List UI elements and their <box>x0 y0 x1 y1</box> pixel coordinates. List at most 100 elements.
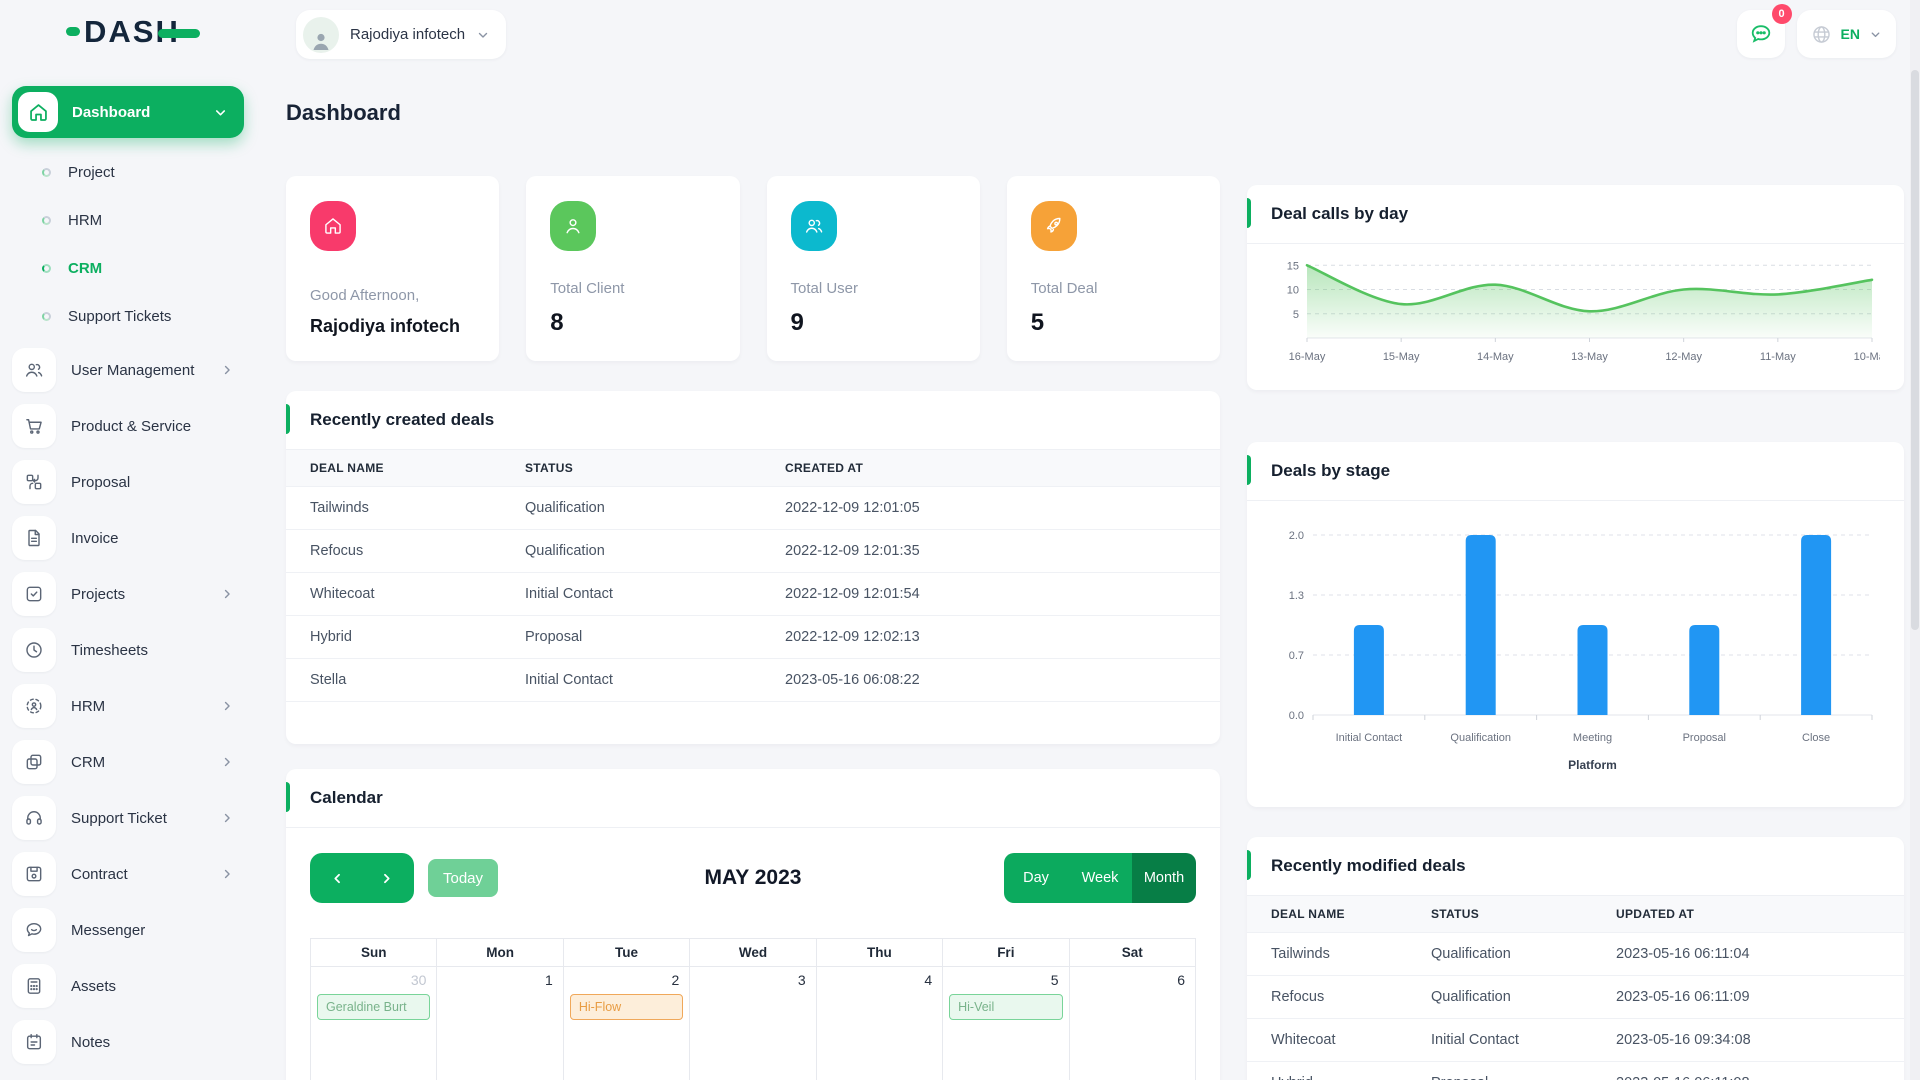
chevron-down-icon <box>1869 28 1882 41</box>
table-row: Whitecoat Initial Contact 2022-12-09 12:01… <box>286 572 1220 616</box>
sidebar-item-notes[interactable]: Notes <box>12 1014 244 1070</box>
svg-text:12-May: 12-May <box>1665 351 1702 363</box>
overlap-squares-icon <box>12 740 56 784</box>
company-selector[interactable]: Rajodiya infotech <box>296 10 507 59</box>
weekday-header: Sat <box>1068 938 1197 967</box>
date-number: 5 <box>1050 972 1059 988</box>
calendar-day-cell[interactable]: 5 Hi-Veil <box>942 966 1070 1080</box>
calendar-day-cell[interactable]: 2 Hi-Flow <box>562 966 691 1080</box>
sidebar-subitem-crm[interactable]: CRM <box>12 244 244 292</box>
calendar-day-cell[interactable]: 4 <box>815 966 944 1080</box>
sidebar-item-hrm[interactable]: HRM <box>12 678 244 734</box>
calendar-event[interactable]: Hi-Veil <box>949 994 1063 1020</box>
sidebar-item-label: Projects <box>71 585 126 603</box>
sidebar-item-dashboard[interactable]: Dashboard <box>12 86 244 138</box>
svg-text:10-May: 10-May <box>1854 351 1880 363</box>
calendar-today-button[interactable]: Today <box>428 859 499 897</box>
calendar-day-cell[interactable]: 6 <box>1068 966 1197 1080</box>
sidebar-subitem-label: CRM <box>68 259 103 277</box>
calendar-next-button[interactable] <box>365 853 409 903</box>
column-header: STATUS <box>501 450 761 487</box>
users-icon <box>790 201 837 251</box>
weekday-header: Mon <box>436 938 564 967</box>
stat-card: Total Client 8 <box>526 176 740 361</box>
sidebar-subitem-project[interactable]: Project <box>12 148 244 196</box>
bullet-icon <box>42 263 51 273</box>
panel-title: Deal calls by day <box>1271 204 1409 223</box>
sidebar-item-contract[interactable]: Contract <box>12 846 244 902</box>
table-cell: Qualification <box>501 486 761 530</box>
svg-text:16-May: 16-May <box>1289 351 1326 363</box>
svg-text:Platform: Platform <box>1568 758 1617 772</box>
scrollbar-thumb[interactable] <box>1911 70 1919 630</box>
calendar-view-week[interactable]: Week <box>1068 853 1132 903</box>
clock-icon <box>12 628 56 672</box>
sidebar-item-user-management[interactable]: User Management <box>12 342 244 398</box>
sidebar-item-projects[interactable]: Projects <box>12 566 244 622</box>
sidebar-subitem-label: HRM <box>68 211 103 229</box>
stat-card-label: Good Afternoon, <box>310 287 420 304</box>
date-number: 30 <box>410 972 427 988</box>
sidebar-item-support-ticket[interactable]: Support Ticket <box>12 790 244 846</box>
recently-created-table: DEAL NAME STATUS CREATED AT Tailwinds Qualif… <box>286 450 1220 702</box>
sidebar-item-crm[interactable]: CRM <box>12 734 244 790</box>
stat-card-label: Total User <box>790 280 859 297</box>
calendar-event[interactable]: Hi-Flow <box>569 994 684 1020</box>
sidebar: Dashboard Project HRM CRM Support Tickets U… <box>12 86 244 1080</box>
chevron-right-icon <box>220 587 234 601</box>
table-row: Stella Initial Contact 2023-05-16 06:08:22 <box>286 658 1220 702</box>
date-number: 1 <box>545 972 553 988</box>
language-selector[interactable]: EN <box>1796 10 1896 58</box>
page-title: Dashboard <box>286 100 401 125</box>
svg-text:Qualification: Qualification <box>1450 732 1511 744</box>
messages-button[interactable]: 0 <box>1736 4 1792 58</box>
svg-text:11-May: 11-May <box>1760 351 1796 363</box>
sidebar-subitem-support-tickets[interactable]: Support Tickets <box>12 292 244 340</box>
svg-text:Close: Close <box>1802 732 1830 744</box>
stat-card: Total Deal 5 <box>1006 176 1220 361</box>
calendar-day-cell[interactable]: 3 <box>689 966 817 1080</box>
calendar-prev-button[interactable] <box>315 853 359 903</box>
svg-text:5: 5 <box>1293 309 1299 321</box>
messages-badge: 0 <box>1771 4 1792 24</box>
globe-icon <box>1812 25 1830 43</box>
bullet-icon <box>42 215 51 225</box>
table-cell: Hybrid <box>1247 1061 1407 1080</box>
calendar-day-cell[interactable]: 30 Geraldine Burt <box>309 966 438 1080</box>
sidebar-subitem-hrm[interactable]: HRM <box>12 196 244 244</box>
chevron-down-icon <box>213 105 228 120</box>
table-cell: 2023-05-16 06:08:22 <box>761 658 1220 702</box>
company-name: Rajodiya infotech <box>350 26 466 43</box>
table-cell: Initial Contact <box>1407 1018 1592 1062</box>
data-table: DEAL NAME STATUS UPDATED AT Tailwinds Qualif… <box>1247 896 1904 1080</box>
calendar-event[interactable]: Geraldine Burt <box>317 994 431 1020</box>
app-logo[interactable]: DASH <box>66 16 200 47</box>
logo-accent-dash <box>66 27 80 36</box>
sidebar-item-messenger[interactable]: Messenger <box>12 902 244 958</box>
chevron-right-icon <box>220 699 234 713</box>
sidebar-item-label: Messenger <box>71 921 146 939</box>
company-avatar <box>303 16 339 53</box>
recently-created-panel: Recently created deals DEAL NAME STATUS CR… <box>286 391 1220 744</box>
stat-card-value: Rajodiya infotech <box>310 316 461 336</box>
sidebar-item-label: User Management <box>71 361 195 379</box>
page-scrollbar[interactable] <box>1910 0 1920 1080</box>
sidebar-item-label: Product & Service <box>71 417 192 435</box>
sidebar-item-proposal[interactable]: Proposal <box>12 454 244 510</box>
weekday-header: Tue <box>562 938 691 967</box>
chevron-left-icon <box>334 873 340 883</box>
svg-text:0.7: 0.7 <box>1289 650 1304 662</box>
floppy-icon <box>12 852 56 896</box>
chat-dots-icon <box>1751 25 1770 43</box>
sidebar-item-product-service[interactable]: Product & Service <box>12 398 244 454</box>
sidebar-item-timesheets[interactable]: Timesheets <box>12 622 244 678</box>
sidebar-item-invoice[interactable]: Invoice <box>12 510 244 566</box>
chevron-right-icon <box>220 811 234 825</box>
calendar-view-month[interactable]: Month <box>1132 853 1196 903</box>
calendar-day-cell[interactable]: 1 <box>436 966 564 1080</box>
bullet-icon <box>42 311 51 321</box>
calendar-view-day[interactable]: Day <box>1004 853 1068 903</box>
table-cell: Proposal <box>501 615 761 659</box>
sidebar-item-assets[interactable]: Assets <box>12 958 244 1014</box>
sidebar-submenu: Project HRM CRM Support Tickets <box>12 148 244 340</box>
